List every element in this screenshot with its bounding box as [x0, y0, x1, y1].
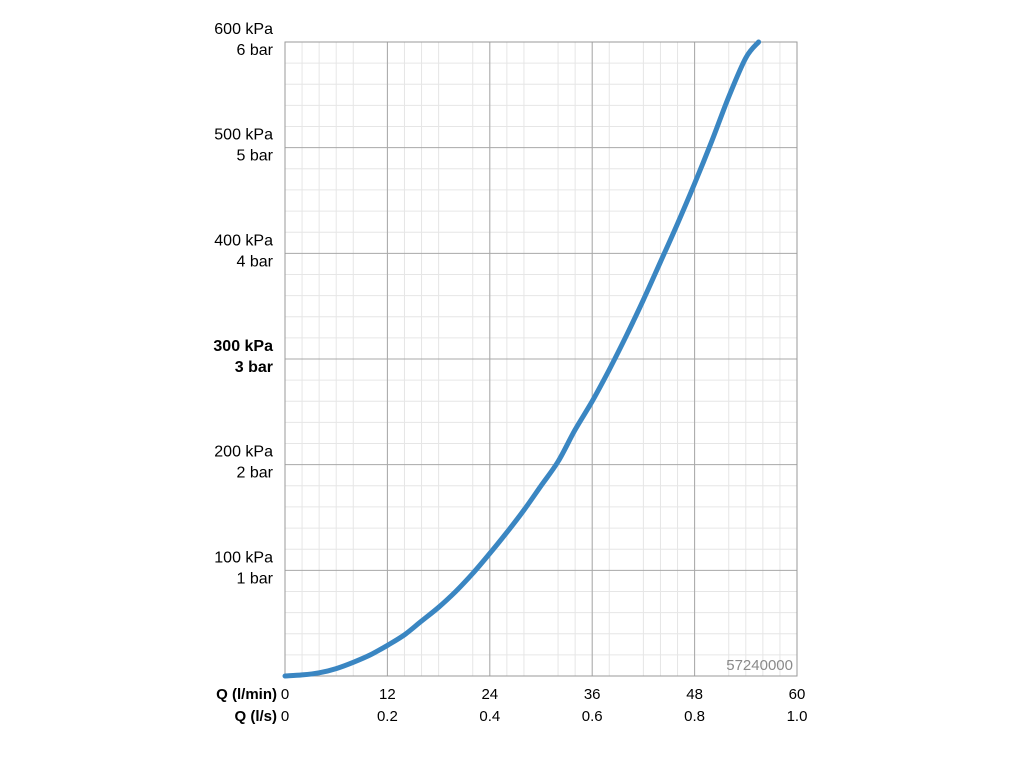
reference-code: 57240000	[726, 657, 793, 674]
x-tick-label-ls: 0.2	[377, 708, 398, 725]
x-tick-label-lmin: 0	[281, 686, 289, 703]
y-tick-label-bar: 3 bar	[235, 359, 273, 376]
major-grid	[284, 41, 798, 676]
plot-frame	[284, 41, 798, 677]
y-tick-label-kpa: 200 kPa	[214, 444, 273, 461]
y-tick-label-kpa: 400 kPa	[214, 232, 273, 249]
pressure-curve	[282, 39, 762, 679]
x-tick-label-ls: 0.6	[582, 708, 603, 725]
x-axis-title-ls: Q (l/s)	[234, 708, 277, 725]
y-tick-label-bar: 4 bar	[237, 253, 274, 270]
x-axis-labels: 0 0 12 0.2 24 0.4 36 0.6 48 0.8 60 1.0	[281, 686, 808, 725]
x-tick-label-lmin: 24	[481, 686, 498, 703]
x-tick-label-lmin: 36	[584, 686, 601, 703]
x-tick-label-ls: 0	[281, 708, 289, 725]
x-tick-label-ls: 0.8	[684, 708, 705, 725]
x-tick-label-ls: 1.0	[787, 708, 808, 725]
y-axis-labels: 100 kPa 1 bar 200 kPa 2 bar 300 kPa 3 bar 400 …	[213, 21, 273, 587]
x-axis-title-lmin: Q (l/min)	[216, 686, 277, 703]
x-tick-label-lmin: 12	[379, 686, 396, 703]
x-tick-label-lmin: 60	[789, 686, 806, 703]
y-tick-label-bar: 1 bar	[237, 570, 274, 587]
y-tick-label-kpa: 500 kPa	[214, 127, 273, 144]
x-tick-label-lmin: 48	[686, 686, 703, 703]
y-tick-label-bar: 5 bar	[237, 148, 274, 165]
x-tick-label-ls: 0.4	[479, 708, 500, 725]
y-tick-label-bar: 2 bar	[237, 465, 274, 482]
y-tick-label-kpa: 600 kPa	[214, 21, 273, 38]
y-tick-label-kpa: 300 kPa	[213, 338, 273, 355]
y-tick-label-kpa: 100 kPa	[214, 549, 273, 566]
y-tick-label-bar: 6 bar	[237, 42, 274, 59]
